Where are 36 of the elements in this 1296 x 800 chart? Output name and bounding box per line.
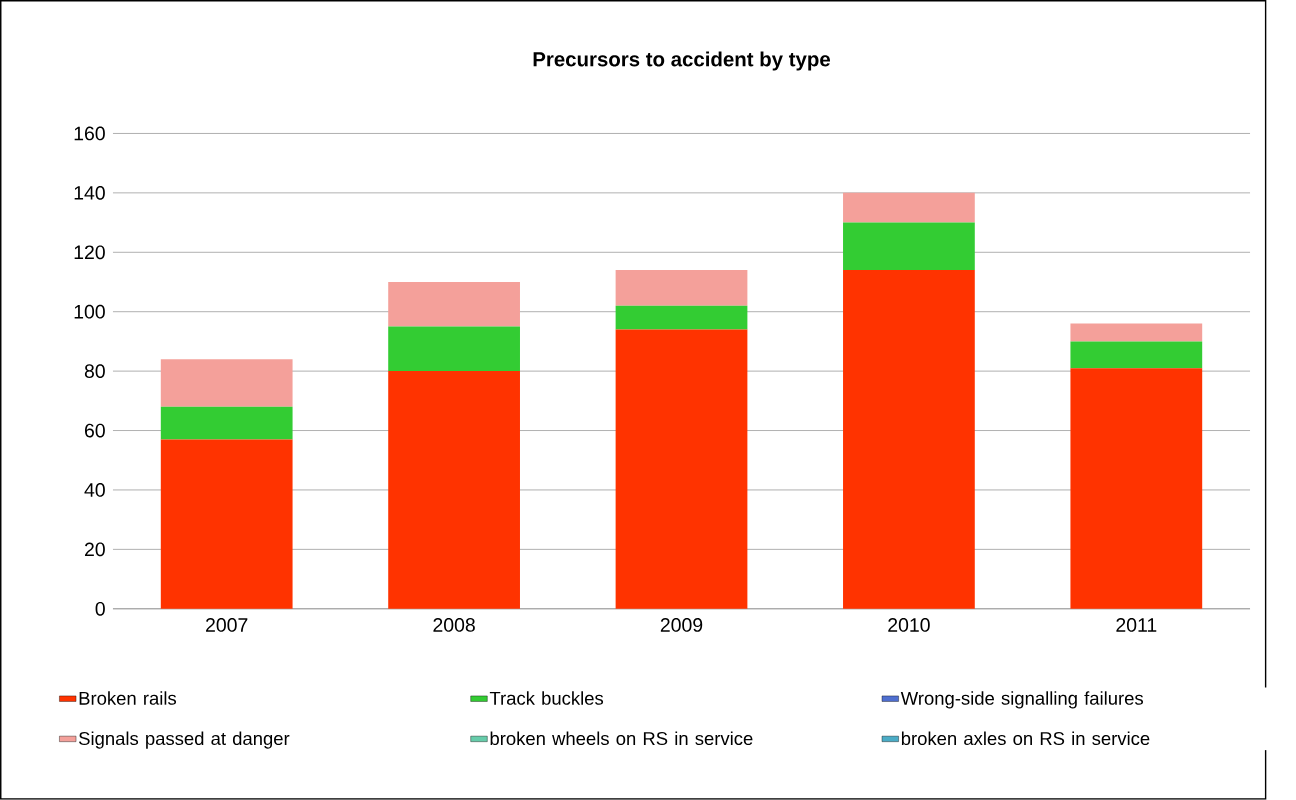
y-tick-label: 140	[74, 186, 105, 200]
y-tick-label: 40	[84, 483, 105, 497]
bar	[160, 439, 293, 609]
x-tick-label: 2009	[660, 618, 703, 632]
legend-label: Wrong-side signalling failures	[900, 691, 1144, 709]
legend-label: Track buckles	[489, 691, 604, 705]
bar	[843, 192, 975, 223]
y-tick-label: 20	[84, 542, 105, 557]
bar	[1070, 323, 1203, 342]
y-tick-label: 160	[74, 126, 105, 141]
bar	[1070, 368, 1203, 609]
y-tick-label: 0	[95, 601, 105, 616]
y-tick-label: 120	[74, 245, 105, 260]
bar	[1070, 341, 1203, 369]
bar	[615, 329, 748, 609]
bar	[615, 270, 748, 306]
x-tick-label: 2010	[888, 618, 930, 632]
y-tick-label: 60	[85, 423, 105, 438]
legend-label: Broken rails	[79, 691, 177, 705]
y-tick-label: 80	[84, 364, 105, 379]
bar	[388, 326, 520, 372]
bar	[160, 406, 293, 440]
legend-label: broken wheels on RS in service	[490, 731, 753, 746]
x-tick-label: 2007	[206, 618, 248, 632]
bar	[615, 305, 748, 330]
bar	[388, 282, 520, 327]
bar	[843, 270, 975, 609]
bar	[160, 359, 293, 407]
bar	[843, 222, 975, 271]
bar	[388, 371, 520, 609]
legend-label: broken axles on RS in service	[901, 731, 1150, 746]
x-tick-label: 2008	[433, 618, 475, 632]
x-tick-label: 2011	[1116, 618, 1157, 632]
y-tick-label: 100	[74, 304, 105, 319]
chart-title: Precursors to accident by type	[533, 51, 831, 71]
legend-label: Signals passed at danger	[79, 731, 290, 749]
